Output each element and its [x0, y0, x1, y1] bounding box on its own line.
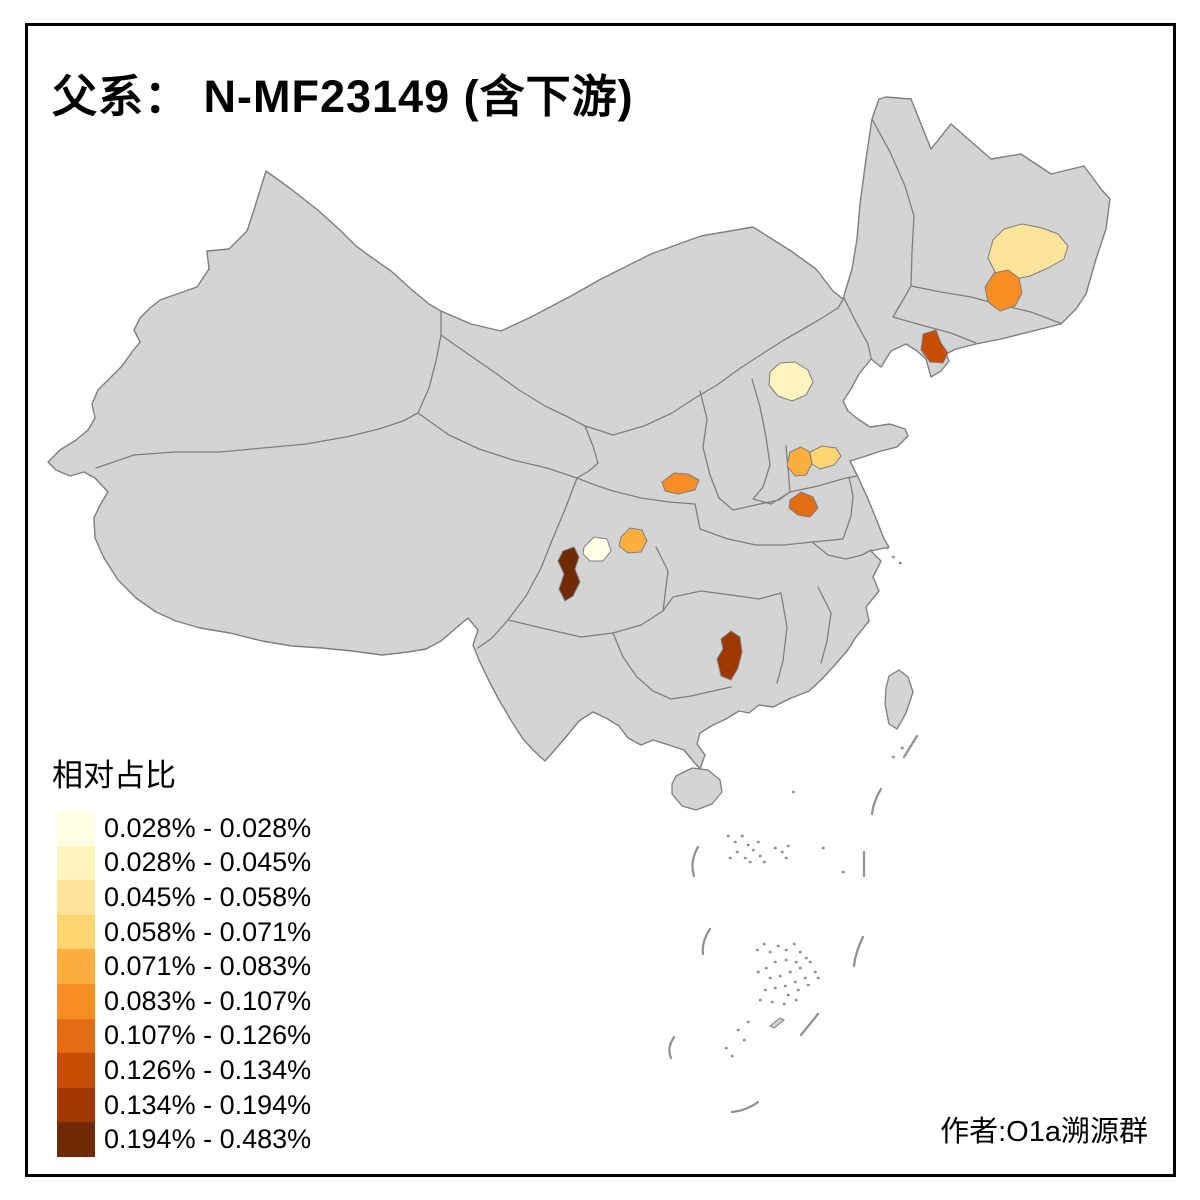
legend-label: 0.107% - 0.126%	[104, 1020, 312, 1051]
legend-swatch	[57, 1087, 95, 1123]
highlight-regions	[557, 223, 1069, 681]
legend-swatch	[57, 914, 95, 950]
nine-dash-line	[668, 734, 919, 1114]
taiwan-island	[884, 669, 914, 730]
legend-swatch	[57, 983, 95, 1019]
legend-swatch	[57, 949, 95, 984]
legend-label: 0.045% - 0.058%	[104, 881, 312, 912]
legend-row: 0.194% - 0.483%	[57, 1122, 311, 1157]
highlight-region-sichuan-east	[618, 527, 648, 554]
highlight-region-hunan-central	[716, 630, 743, 681]
legend-label: 0.058% - 0.071%	[104, 916, 312, 947]
legend-title: 相对占比	[52, 758, 176, 793]
legend-label: 0.028% - 0.045%	[104, 847, 312, 878]
small-island-sliver	[769, 1017, 785, 1029]
hainan-island	[671, 767, 723, 811]
island-dots	[724, 546, 904, 1058]
legend-label: 0.126% - 0.134%	[104, 1054, 312, 1085]
legend-swatch	[57, 1018, 95, 1054]
legend-row: 0.083% - 0.107%	[57, 983, 312, 1019]
legend-swatch	[57, 1053, 95, 1088]
legend-rows: 0.028% - 0.028% 0.028% - 0.045% 0.045% -…	[57, 811, 311, 1157]
legend-label: 0.071% - 0.083%	[104, 951, 312, 982]
legend-row: 0.058% - 0.071%	[57, 914, 312, 950]
highlight-region-beijing-area	[768, 361, 814, 402]
highlight-region-shandong-west	[786, 446, 813, 477]
highlight-region-liaodong	[920, 329, 949, 364]
legend-row: 0.028% - 0.028%	[57, 811, 311, 846]
highlight-region-guanzhong	[661, 472, 700, 495]
highlight-region-shandong-central	[809, 445, 842, 470]
author-credit: 作者:O1a溯源群	[940, 1116, 1148, 1148]
dash-segments	[668, 734, 919, 1114]
legend-swatch	[57, 845, 95, 881]
highlight-region-northeast-central	[984, 269, 1023, 312]
legend-row: 0.071% - 0.083%	[57, 949, 311, 984]
legend-swatch	[57, 811, 95, 846]
legend: 相对占比 0.028% - 0.028% 0.028% - 0.045% 0.0…	[52, 750, 311, 1157]
legend-row: 0.028% - 0.045%	[57, 845, 312, 881]
legend-label: 0.083% - 0.107%	[104, 985, 312, 1016]
mainland-outline	[47, 96, 1111, 770]
legend-label: 0.028% - 0.028%	[104, 812, 312, 843]
legend-row: 0.107% - 0.126%	[57, 1018, 312, 1054]
china-landmass	[47, 96, 1111, 1029]
legend-swatch	[57, 1122, 95, 1157]
highlight-region-central-plain	[788, 491, 819, 518]
tiny-islands	[724, 546, 904, 1058]
legend-label: 0.194% - 0.483%	[104, 1124, 312, 1155]
legend-label: 0.134% - 0.194%	[104, 1089, 312, 1120]
highlight-region-sichuan-west	[557, 546, 581, 602]
highlight-region-chengdu-plain	[582, 536, 612, 562]
legend-swatch	[57, 880, 95, 915]
plot-title: 父系： N-MF23149 (含下游)	[52, 71, 634, 122]
legend-row: 0.126% - 0.134%	[57, 1053, 311, 1088]
legend-row: 0.045% - 0.058%	[57, 880, 311, 915]
legend-row: 0.134% - 0.194%	[57, 1087, 312, 1123]
